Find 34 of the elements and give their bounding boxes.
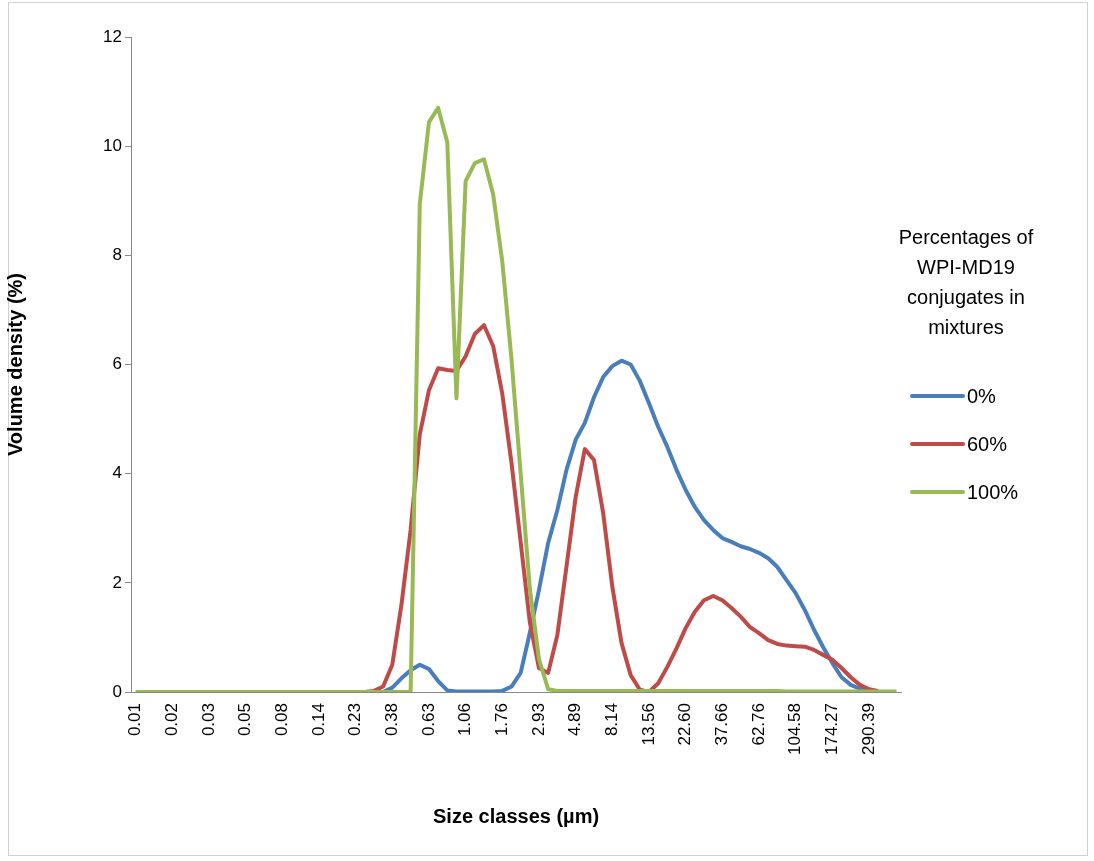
x-tick-label: 0.63 (418, 703, 438, 737)
x-tick-label: 104.58 (785, 703, 805, 755)
y-tick-label: 2 (112, 572, 122, 592)
x-tick-label: 13.56 (638, 703, 658, 746)
y-tick-label: 12 (103, 26, 122, 46)
x-tick-label: 8.14 (602, 703, 622, 737)
x-tick-label: 4.89 (565, 703, 585, 737)
y-tick-label: 0 (112, 681, 122, 701)
x-tick-label: 22.60 (675, 703, 695, 746)
y-tick-label: 8 (112, 245, 122, 265)
x-tick-label: 1.06 (455, 703, 475, 737)
x-tick-label: 37.66 (712, 703, 732, 746)
x-tick-label: 0.01 (125, 703, 145, 737)
x-tick-label: 0.14 (308, 703, 328, 737)
x-tick-label: 174.27 (822, 703, 842, 755)
x-tick-label: 0.03 (198, 703, 218, 737)
x-tick-label: 62.76 (748, 703, 768, 746)
x-tick-label: 0.05 (235, 703, 255, 737)
y-tick-label: 10 (103, 135, 122, 155)
y-tick-label: 4 (112, 463, 122, 483)
legend-label: 0% (967, 384, 996, 408)
y-tick-label: 6 (112, 354, 122, 374)
legend-label: 60% (967, 432, 1008, 456)
x-tick-label: 0.38 (381, 703, 401, 737)
x-tick-label: 1.76 (492, 703, 511, 737)
x-tick-label: 0.02 (161, 703, 181, 737)
legend-title: Percentages of WPI-MD19 conjugates in mixtures (897, 225, 1035, 340)
y-axis-title: Volume density (%) (3, 273, 26, 456)
x-tick-label: 2.93 (528, 703, 548, 737)
x-tick-label: 0.08 (271, 703, 291, 737)
legend-label: 100% (967, 480, 1019, 504)
x-tick-label: 290.39 (858, 703, 878, 755)
x-axis-title: Size classes (µm) (433, 804, 600, 827)
x-tick-label: 0.23 (345, 703, 365, 737)
